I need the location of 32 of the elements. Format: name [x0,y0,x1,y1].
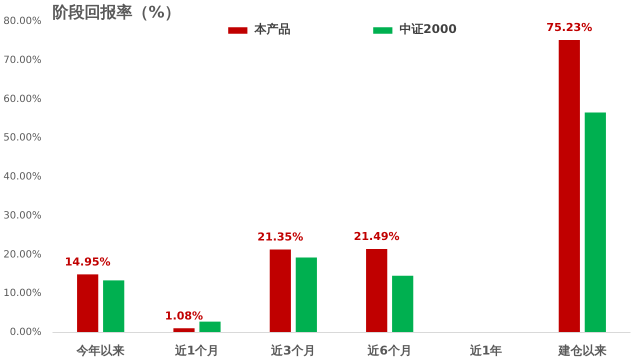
legend-label: 中证2000 [399,21,457,38]
bar [270,250,291,332]
x-tick-label: 近6个月 [366,344,412,358]
chart-title: 阶段回报率（%） [52,2,181,22]
x-tick-label: 建仓以来 [557,344,606,358]
y-tick-label: 40.00% [3,172,42,182]
bar [77,274,98,332]
bar [296,257,317,332]
bar [584,112,606,332]
bar [392,276,414,332]
bar [366,248,388,332]
data-label: 75.23% [546,21,592,34]
y-tick-label: 10.00% [3,288,42,300]
data-label: 21.35% [257,230,304,244]
data-label: 14.95% [64,255,111,268]
y-tick-label: 30.00% [3,210,42,222]
bar [558,40,580,332]
y-tick-label: 50.00% [3,132,42,144]
y-tick-label: 60.00% [3,94,42,105]
y-tick-label: 20.00% [3,249,42,260]
y-tick-label: 70.00% [3,54,42,66]
bar [199,322,221,332]
legend-label: 本产品 [254,21,290,38]
x-tick-label: 近1年 [468,344,502,358]
x-tick-label: 近1个月 [174,344,220,358]
data-label: 21.49% [354,230,400,243]
y-tick-label: 80.00% [3,16,42,27]
data-label: 1.08% [164,309,204,322]
bar [103,280,124,332]
x-tick-label: 今年以来 [76,344,125,358]
y-tick-label: 0.00% [10,327,42,338]
x-tick-label: 近3个月 [270,344,316,358]
